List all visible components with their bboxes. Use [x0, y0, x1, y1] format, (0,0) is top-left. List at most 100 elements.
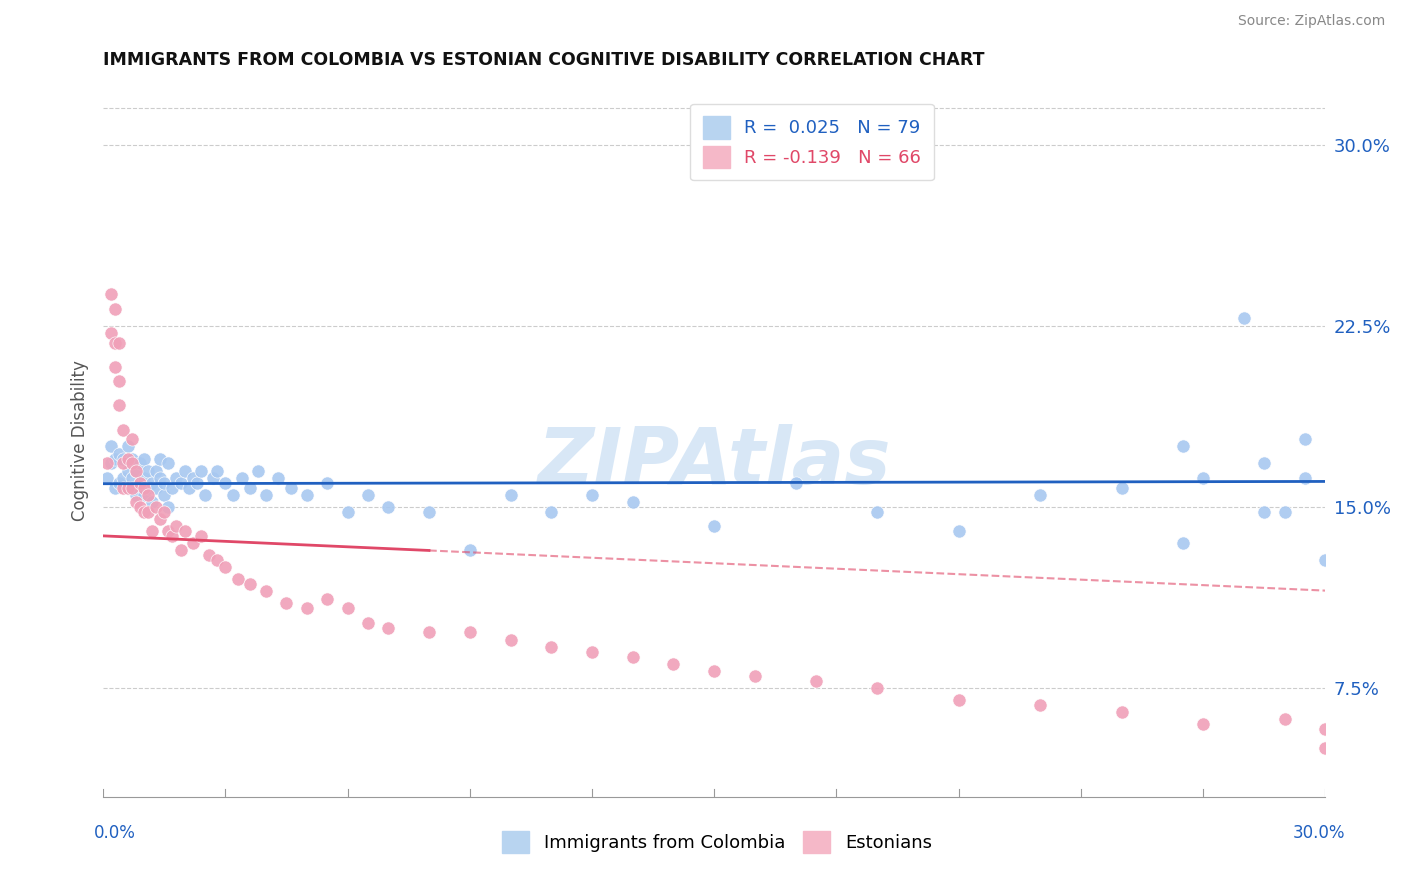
Point — [1111, 481, 1133, 495]
Point — [117, 440, 139, 454]
Point — [104, 301, 127, 316]
Point — [458, 625, 481, 640]
Point — [336, 601, 359, 615]
Point — [377, 500, 399, 514]
Point — [104, 359, 127, 374]
Point — [205, 464, 228, 478]
Point — [136, 505, 159, 519]
Point — [181, 471, 204, 485]
Point — [162, 529, 184, 543]
Point — [125, 464, 148, 478]
Point — [108, 398, 131, 412]
Point — [132, 451, 155, 466]
Point — [1253, 456, 1275, 470]
Point — [128, 456, 150, 470]
Point — [108, 475, 131, 490]
Point — [1274, 505, 1296, 519]
Point — [136, 464, 159, 478]
Point — [149, 471, 172, 485]
Point — [357, 488, 380, 502]
Point — [125, 495, 148, 509]
Point — [112, 481, 135, 495]
Point — [96, 471, 118, 485]
Point — [316, 475, 339, 490]
Point — [153, 488, 176, 502]
Point — [100, 440, 122, 454]
Point — [100, 287, 122, 301]
Legend: Immigrants from Colombia, Estonians: Immigrants from Colombia, Estonians — [495, 824, 939, 861]
Point — [804, 673, 827, 688]
Point — [190, 529, 212, 543]
Point — [141, 475, 163, 490]
Point — [166, 519, 188, 533]
Point — [157, 524, 180, 538]
Point — [121, 432, 143, 446]
Point — [1315, 553, 1337, 567]
Point — [316, 591, 339, 606]
Point — [336, 505, 359, 519]
Point — [181, 536, 204, 550]
Point — [100, 456, 122, 470]
Point — [621, 495, 644, 509]
Point — [169, 543, 191, 558]
Point — [162, 481, 184, 495]
Point — [540, 505, 562, 519]
Point — [177, 481, 200, 495]
Point — [205, 553, 228, 567]
Point — [1171, 536, 1194, 550]
Point — [112, 423, 135, 437]
Point — [222, 488, 245, 502]
Point — [295, 601, 318, 615]
Point — [276, 597, 298, 611]
Point — [128, 475, 150, 490]
Point — [540, 640, 562, 654]
Point — [104, 451, 127, 466]
Point — [108, 447, 131, 461]
Point — [96, 456, 118, 470]
Point — [145, 464, 167, 478]
Point — [267, 471, 290, 485]
Legend: R =  0.025   N = 79, R = -0.139   N = 66: R = 0.025 N = 79, R = -0.139 N = 66 — [690, 103, 934, 180]
Point — [198, 548, 221, 562]
Text: IMMIGRANTS FROM COLOMBIA VS ESTONIAN COGNITIVE DISABILITY CORRELATION CHART: IMMIGRANTS FROM COLOMBIA VS ESTONIAN COG… — [103, 51, 984, 69]
Point — [117, 464, 139, 478]
Point — [202, 471, 225, 485]
Point — [231, 471, 253, 485]
Point — [703, 664, 725, 678]
Point — [214, 560, 236, 574]
Point — [866, 505, 889, 519]
Point — [128, 500, 150, 514]
Point — [136, 488, 159, 502]
Point — [280, 481, 302, 495]
Point — [744, 669, 766, 683]
Point — [141, 495, 163, 509]
Point — [1192, 471, 1215, 485]
Point — [121, 471, 143, 485]
Point — [100, 326, 122, 340]
Point — [190, 464, 212, 478]
Point — [132, 471, 155, 485]
Point — [581, 488, 603, 502]
Point — [1171, 440, 1194, 454]
Point — [785, 475, 807, 490]
Point — [1274, 713, 1296, 727]
Text: 30.0%: 30.0% — [1292, 824, 1346, 842]
Point — [254, 488, 277, 502]
Point — [418, 505, 440, 519]
Point — [1253, 505, 1275, 519]
Point — [254, 584, 277, 599]
Point — [169, 475, 191, 490]
Point — [145, 481, 167, 495]
Point — [357, 615, 380, 630]
Point — [214, 475, 236, 490]
Point — [153, 505, 176, 519]
Point — [121, 481, 143, 495]
Point — [132, 505, 155, 519]
Point — [157, 456, 180, 470]
Point — [1294, 471, 1316, 485]
Point — [1111, 705, 1133, 719]
Point — [112, 451, 135, 466]
Text: 0.0%: 0.0% — [94, 824, 136, 842]
Point — [166, 471, 188, 485]
Point — [948, 693, 970, 707]
